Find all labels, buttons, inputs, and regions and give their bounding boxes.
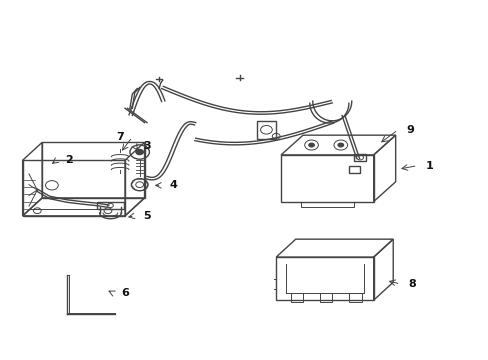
Circle shape [337, 143, 344, 148]
Text: 5: 5 [143, 211, 150, 221]
Text: 4: 4 [169, 180, 177, 190]
Bar [353, 154, 366, 161]
Text: 8: 8 [408, 279, 416, 289]
Circle shape [307, 143, 314, 148]
Text: 9: 9 [406, 125, 413, 135]
Text: 2: 2 [65, 155, 73, 165]
Bar [97, 202, 123, 209]
Text: 3: 3 [143, 141, 150, 151]
Bar [320, 293, 331, 302]
Text: 7: 7 [116, 132, 124, 142]
Bar [348, 166, 359, 173]
Text: 1: 1 [425, 161, 433, 171]
Bar [256, 121, 276, 139]
Bar [348, 293, 361, 302]
Bar [290, 293, 303, 302]
Bar [300, 202, 353, 207]
Circle shape [135, 149, 144, 155]
Text: 6: 6 [121, 288, 129, 298]
